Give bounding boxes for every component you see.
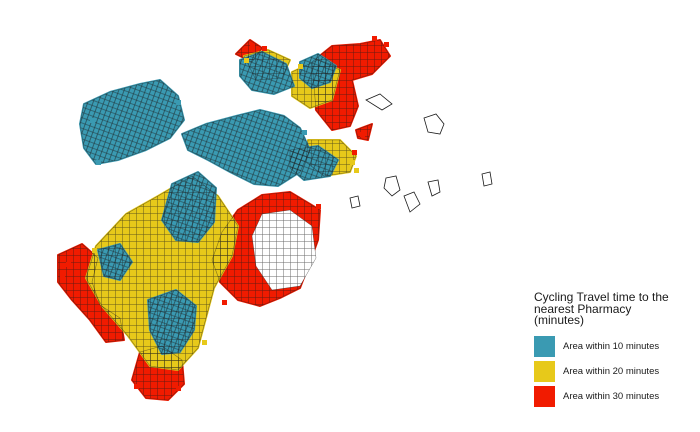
- island-outline: [427, 179, 441, 197]
- legend-item-10-minutes: Area within 10 minutes: [534, 335, 694, 358]
- street-texture: [299, 53, 337, 89]
- street-network: [57, 39, 391, 401]
- island-outline: [349, 195, 361, 209]
- raster-cell: [176, 386, 181, 391]
- raster-cell: [352, 150, 357, 155]
- legend-item-30-minutes: Area within 30 minutes: [534, 385, 694, 408]
- street-texture: [161, 171, 217, 243]
- raster-cell: [176, 100, 181, 105]
- raster-cell: [298, 64, 303, 69]
- harbor-islands: [349, 93, 493, 213]
- raster-cell: [244, 58, 249, 63]
- street-texture: [79, 79, 185, 165]
- raster-cell: [222, 300, 227, 305]
- raster-cell: [350, 160, 355, 165]
- street-texture: [311, 39, 391, 131]
- legend-label-20-minutes: Area within 20 minutes: [563, 365, 660, 377]
- island-outline: [383, 175, 401, 197]
- legend-item-20-minutes: Area within 20 minutes: [534, 360, 694, 383]
- raster-cell: [262, 46, 267, 51]
- raster-cell: [92, 248, 97, 253]
- legend-label-30-minutes: Area within 30 minutes: [563, 390, 660, 402]
- raster-cell: [90, 118, 95, 123]
- raster-cell: [96, 160, 101, 165]
- raster-cell: [202, 340, 207, 345]
- legend-swatch-20-minutes: [534, 360, 555, 382]
- island-outline: [365, 93, 393, 111]
- raster-cell: [60, 276, 65, 281]
- island-outline: [481, 171, 493, 187]
- raster-cell: [354, 168, 359, 173]
- street-texture: [289, 145, 339, 181]
- raster-cell: [66, 262, 71, 267]
- street-texture: [239, 51, 295, 95]
- raster-cell: [250, 44, 255, 49]
- island-outline: [403, 191, 421, 213]
- raster-cell: [372, 36, 377, 41]
- legend-swatch-10-minutes: [534, 335, 555, 357]
- street-texture: [97, 243, 133, 281]
- raster-cell: [384, 42, 389, 47]
- raster-cell: [134, 384, 139, 389]
- raster-cell: [302, 130, 307, 135]
- legend-label-10-minutes: Area within 10 minutes: [563, 340, 660, 352]
- legend-title: Cycling Travel time to the nearest Pharm…: [534, 290, 669, 327]
- island-outline: [423, 113, 445, 135]
- raster-cell: [360, 132, 365, 137]
- map-legend: Cycling Travel time to the nearest Pharm…: [534, 290, 694, 410]
- uncovered-streets: [251, 209, 317, 291]
- legend-swatch-30-minutes: [534, 385, 555, 407]
- street-texture: [147, 289, 197, 355]
- raster-cell: [316, 204, 321, 209]
